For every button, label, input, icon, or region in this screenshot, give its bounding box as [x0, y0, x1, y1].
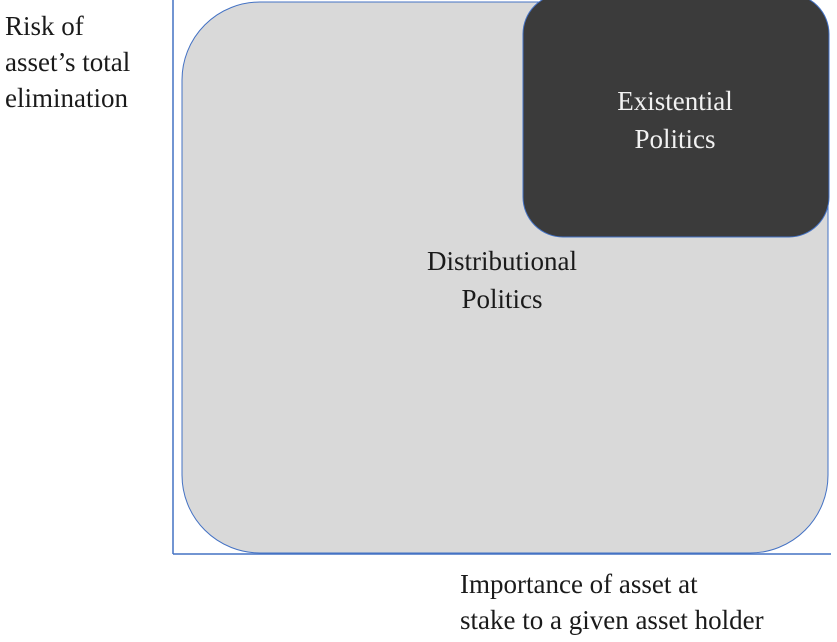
- x-axis-label: Importance of asset at stake to a given …: [460, 566, 835, 638]
- y-axis-label-line-3: elimination: [5, 83, 128, 113]
- y-axis-label-line-1: Risk of: [5, 11, 84, 41]
- y-axis-label: Risk of asset’s total elimination: [5, 8, 165, 116]
- x-axis-label-line-2: stake to a given asset holder: [460, 605, 764, 635]
- distributional-politics-label-line-2: Politics: [461, 284, 543, 314]
- x-axis-label-line-1: Importance of asset at: [460, 569, 698, 599]
- existential-politics-region: [522, 0, 830, 238]
- y-axis-label-line-2: asset’s total: [5, 47, 131, 77]
- existential-politics-label: Existential Politics: [570, 82, 780, 158]
- distributional-politics-label-line-1: Distributional: [427, 246, 577, 276]
- distributional-politics-label: Distributional Politics: [402, 242, 602, 318]
- existential-politics-label-line-2: Politics: [634, 124, 716, 154]
- existential-politics-label-line-1: Existential: [617, 86, 733, 116]
